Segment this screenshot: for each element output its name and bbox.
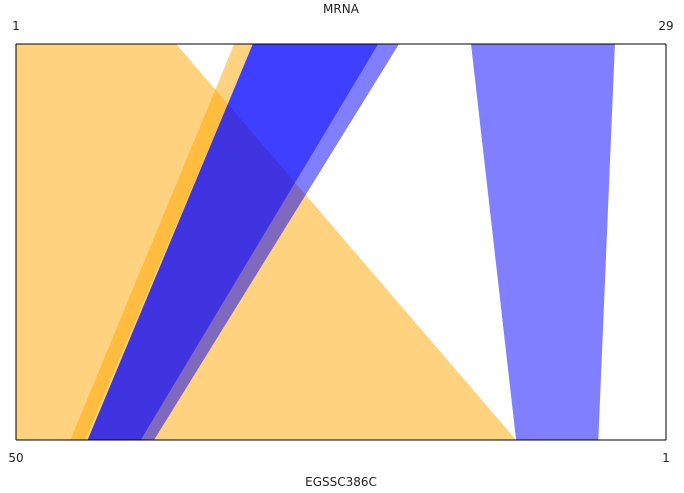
alignment-band-5	[471, 44, 615, 440]
top-end-label: 29	[658, 19, 673, 33]
bottom-start-label: 50	[8, 451, 23, 465]
alignment-bands	[16, 44, 615, 440]
alignment-band-2	[70, 44, 253, 440]
top-track-name: MRNA	[323, 2, 360, 16]
bottom-track-name: EGSSC386C	[305, 475, 377, 489]
top-start-label: 1	[12, 19, 20, 33]
bottom-end-label: 1	[662, 451, 670, 465]
alignment-band-4	[87, 44, 379, 440]
